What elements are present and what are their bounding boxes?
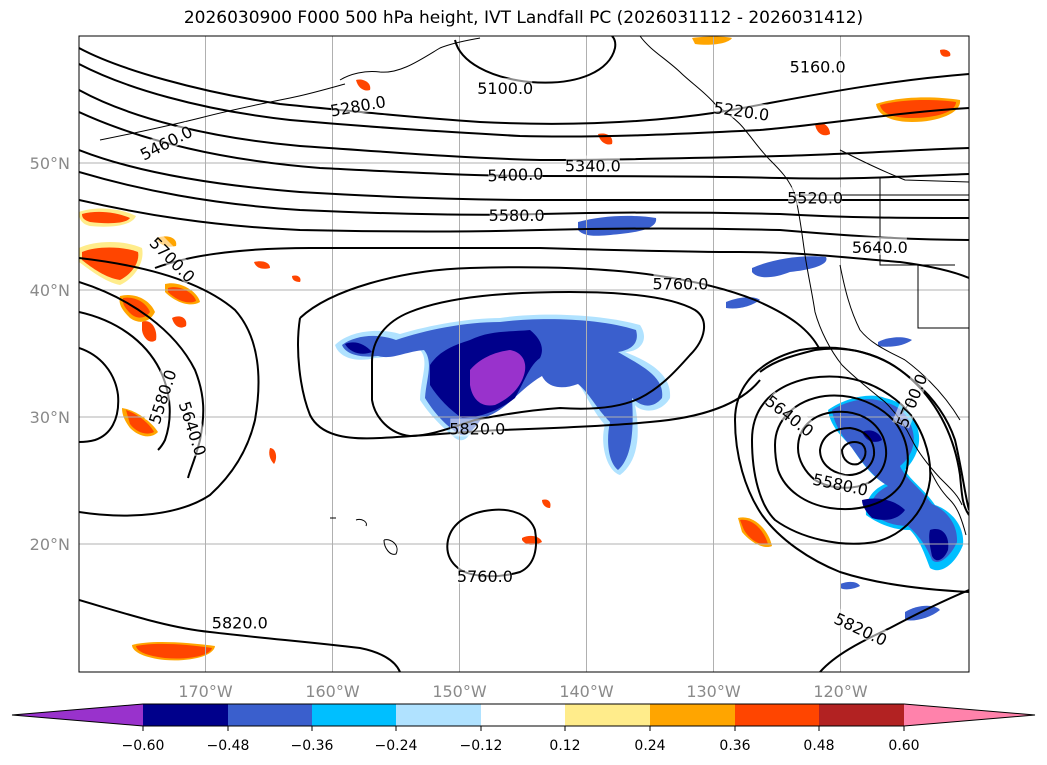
- ivt-positive-region: [542, 499, 551, 508]
- contour-label: 5760.0: [652, 275, 708, 294]
- colorbar-swatch: [819, 704, 904, 726]
- colorbar-swatch: [735, 704, 819, 726]
- contour-label: 5640.0: [852, 238, 908, 257]
- colorbar-swatch: [481, 704, 565, 726]
- colorbar-swatch: [565, 704, 650, 726]
- colorbar-extend-low: [12, 704, 143, 726]
- colorbar-ticks: −0.60 −0.48 −0.36 −0.24 −0.12 0.12 0.24 0.36 0.4…: [122, 726, 920, 754]
- contour-label: 5160.0: [790, 57, 846, 76]
- ivt-positive-region: [740, 519, 768, 545]
- lat-label-50n: 50°N: [30, 154, 70, 173]
- ivt-positive-region: [82, 211, 130, 224]
- lon-label-170w: 170°W: [178, 682, 233, 701]
- contour-label-gap: [144, 367, 179, 425]
- ivt-negative-region: [726, 297, 760, 309]
- colorbar-tick-label: 0.24: [634, 738, 665, 754]
- ivt-negative-region: [840, 581, 860, 590]
- contour-label-gap: [832, 608, 890, 648]
- contour-label-gap: [212, 612, 267, 631]
- ivt-negative-region: [905, 605, 940, 621]
- ivt-positive-region: [356, 79, 371, 91]
- contour-label-gap: [478, 78, 533, 97]
- ivt-negative-region: [578, 215, 657, 236]
- graticule: [79, 36, 969, 672]
- lat-label-40n: 40°N: [30, 281, 70, 300]
- ivt-positive-region: [815, 122, 830, 136]
- colorbar-tick-label: 0.48: [803, 738, 834, 754]
- contour-label-gap: [450, 418, 505, 437]
- ivt-negative-region: [862, 430, 949, 561]
- contour-label-gap: [329, 91, 386, 119]
- ivt-positive-region: [940, 49, 951, 57]
- colorbar-tick-label: −0.36: [291, 738, 334, 754]
- ivt-negative-region: [470, 350, 526, 406]
- latitude-labels: 50°N 40°N 30°N 20°N: [30, 154, 70, 554]
- contour-label: 5760.0: [457, 567, 513, 586]
- contour-label-gap: [176, 399, 211, 457]
- contour-label-gap: [713, 97, 770, 123]
- contour-label-gap: [457, 565, 512, 584]
- colorbar-tick-label: −0.12: [460, 738, 503, 754]
- colorbar-extend-high: [904, 704, 1035, 726]
- lon-label-120w: 120°W: [813, 682, 868, 701]
- ivt-positive-region: [142, 321, 157, 342]
- colorbar-tick-label: 0.60: [888, 738, 919, 754]
- contour-label: 5820.0: [449, 419, 505, 438]
- colorbar-swatch: [312, 704, 396, 726]
- contour-label-gap: [763, 391, 818, 439]
- lat-label-20n: 20°N: [30, 535, 70, 554]
- colorbar-tick-label: 0.36: [719, 738, 750, 754]
- lon-label-150w: 150°W: [432, 682, 487, 701]
- contour-label-gap: [653, 273, 708, 292]
- contour-label-gap: [565, 155, 620, 174]
- lon-label-140w: 140°W: [559, 682, 614, 701]
- colorbar-tick-label: 0.12: [549, 738, 580, 754]
- ivt-negative-region: [878, 337, 912, 347]
- colorbar-tick-label: −0.24: [375, 738, 418, 754]
- contour-label: 5820.0: [212, 614, 268, 633]
- colorbar-swatch: [143, 704, 228, 726]
- contour-label-gap: [788, 187, 843, 206]
- ivt-positive-region: [269, 448, 277, 464]
- map-title: 2026030900 F000 500 hPa height, IVT Land…: [183, 8, 864, 28]
- ivt-positive-region: [254, 261, 270, 269]
- ivt-positive-region: [692, 36, 732, 45]
- colorbar-swatch: [650, 704, 735, 726]
- colorbar-segments: [12, 704, 1035, 726]
- colorbar-swatch: [228, 704, 312, 726]
- contour-label: 5580.0: [489, 206, 545, 225]
- contour-label: 5520.0: [787, 188, 843, 207]
- colorbar-tick-label: −0.60: [122, 738, 165, 754]
- ivt-positive-region: [292, 275, 301, 282]
- colorbar-swatch: [396, 704, 481, 726]
- lat-label-30n: 30°N: [30, 408, 70, 427]
- lon-label-130w: 130°W: [686, 682, 741, 701]
- contour-label-gap: [892, 371, 930, 429]
- ivt-negative-region: [752, 256, 827, 278]
- ivt-positive-region: [136, 643, 212, 659]
- ivt-negative-region: [832, 399, 958, 562]
- contour-label: 5100.0: [477, 79, 533, 98]
- ivt-positive-region: [168, 287, 196, 303]
- contour-label-gap: [147, 233, 199, 285]
- colorbar-tick-label: −0.48: [207, 738, 250, 754]
- contour-label-gap: [852, 236, 907, 255]
- contour-label-gap: [137, 121, 194, 163]
- contour-label-gap: [790, 56, 845, 75]
- contour-label-gap: [488, 163, 543, 184]
- ivt-positive-region: [172, 316, 187, 328]
- map-border: [78, 35, 970, 673]
- contour-label: 5340.0: [565, 157, 621, 176]
- contour-label-gap: [812, 468, 869, 498]
- contour-label: 5400.0: [487, 164, 544, 185]
- ivt-positive-region: [126, 410, 154, 434]
- longitude-labels: 170°W 160°W 150°W 140°W 130°W 120°W: [178, 682, 868, 701]
- lon-label-160w: 160°W: [305, 682, 360, 701]
- colorbar: −0.60 −0.48 −0.36 −0.24 −0.12 0.12 0.24 0.36 0.4…: [11, 703, 1036, 754]
- ivt-positive-region: [82, 247, 139, 280]
- contour-label-gap: [489, 205, 544, 224]
